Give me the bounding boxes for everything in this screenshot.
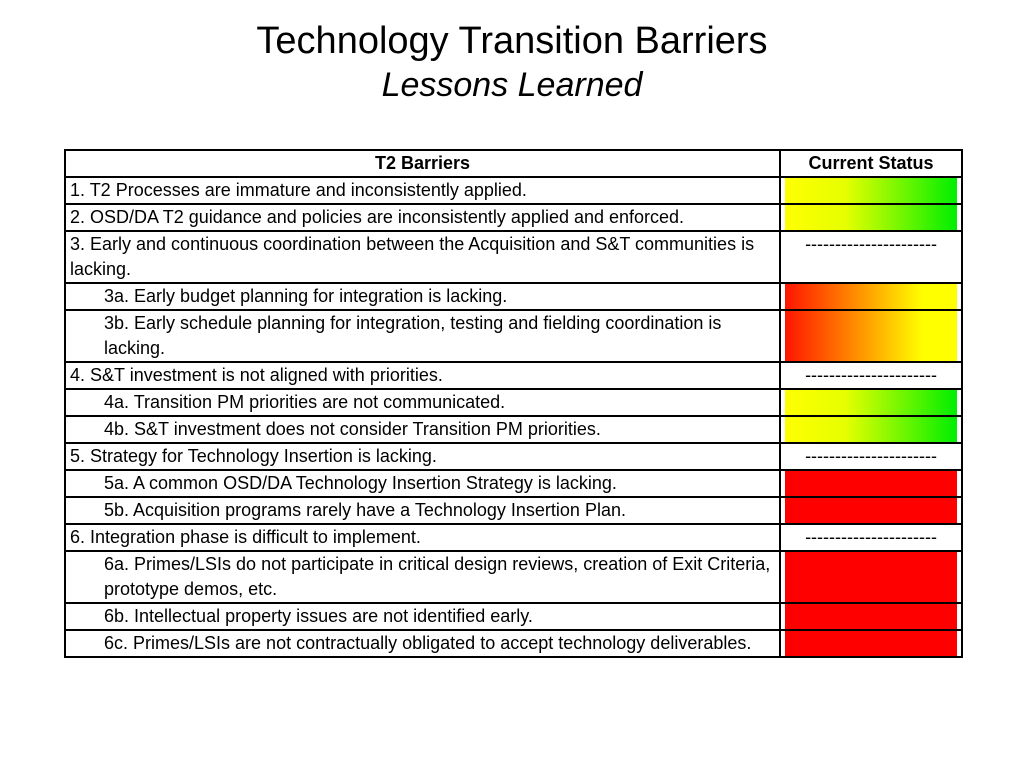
- status-indicator-yellow-green: [779, 176, 963, 205]
- status-indicator-red: [779, 469, 963, 498]
- header-barriers: T2 Barriers: [64, 149, 781, 178]
- status-indicator-red-yellow: [779, 309, 963, 363]
- status-indicator-yellow-green: [779, 388, 963, 417]
- barrier-text: 4b. S&T investment does not consider Tra…: [64, 415, 781, 444]
- status-fill: [785, 604, 957, 629]
- status-dash: ----------------------: [779, 442, 963, 471]
- status-fill: [785, 284, 957, 309]
- barrier-text: 1. T2 Processes are immature and inconsi…: [64, 176, 781, 205]
- table-row: 6a. Primes/LSIs do not participate in cr…: [64, 550, 963, 604]
- barrier-text: 3. Early and continuous coordination bet…: [64, 230, 781, 284]
- status-indicator-yellow-green: [779, 203, 963, 232]
- status-indicator-yellow-green: [779, 415, 963, 444]
- table-body: 1. T2 Processes are immature and inconsi…: [64, 176, 963, 658]
- barrier-text: 4a. Transition PM priorities are not com…: [64, 388, 781, 417]
- status-dash: ----------------------: [779, 230, 963, 284]
- status-fill: [785, 552, 957, 602]
- barrier-text: 3b. Early schedule planning for integrat…: [64, 309, 781, 363]
- table-row: 3b. Early schedule planning for integrat…: [64, 309, 963, 363]
- table-row: 2. OSD/DA T2 guidance and policies are i…: [64, 203, 963, 232]
- page-title: Technology Transition Barriers: [256, 20, 768, 62]
- table-row: 3a. Early budget planning for integratio…: [64, 282, 963, 311]
- status-fill: [785, 631, 957, 656]
- status-indicator-red: [779, 629, 963, 658]
- status-fill: [785, 205, 957, 230]
- barrier-text: 5b. Acquisition programs rarely have a T…: [64, 496, 781, 525]
- barrier-text: 5. Strategy for Technology Insertion is …: [64, 442, 781, 471]
- status-indicator-red-yellow: [779, 282, 963, 311]
- table-header-row: T2 Barriers Current Status: [64, 149, 963, 178]
- status-dash: ----------------------: [779, 523, 963, 552]
- table-row: 1. T2 Processes are immature and inconsi…: [64, 176, 963, 205]
- status-indicator-red: [779, 550, 963, 604]
- barrier-text: 6b. Intellectual property issues are not…: [64, 602, 781, 631]
- table-row: 4b. S&T investment does not consider Tra…: [64, 415, 963, 444]
- table-row: 4a. Transition PM priorities are not com…: [64, 388, 963, 417]
- status-indicator-red: [779, 602, 963, 631]
- status-fill: [785, 390, 957, 415]
- barriers-table: T2 Barriers Current Status 1. T2 Process…: [64, 149, 963, 658]
- table-row: 5a. A common OSD/DA Technology Insertion…: [64, 469, 963, 498]
- status-fill: [785, 498, 957, 523]
- page-subtitle: Lessons Learned: [381, 66, 643, 104]
- title-block: Technology Transition Barriers Lessons L…: [0, 18, 1024, 106]
- status-dash: ----------------------: [779, 361, 963, 390]
- table-row: 6b. Intellectual property issues are not…: [64, 602, 963, 631]
- header-current-status: Current Status: [779, 149, 963, 178]
- barrier-text: 4. S&T investment is not aligned with pr…: [64, 361, 781, 390]
- barrier-text: 6. Integration phase is difficult to imp…: [64, 523, 781, 552]
- table-row: 5b. Acquisition programs rarely have a T…: [64, 496, 963, 525]
- barrier-text: 6a. Primes/LSIs do not participate in cr…: [64, 550, 781, 604]
- table-row: 6c. Primes/LSIs are not contractually ob…: [64, 629, 963, 658]
- barrier-text: 5a. A common OSD/DA Technology Insertion…: [64, 469, 781, 498]
- status-fill: [785, 311, 957, 361]
- table-row: 3. Early and continuous coordination bet…: [64, 230, 963, 284]
- table-row: 4. S&T investment is not aligned with pr…: [64, 361, 963, 390]
- status-indicator-red: [779, 496, 963, 525]
- table-row: 5. Strategy for Technology Insertion is …: [64, 442, 963, 471]
- barrier-text: 3a. Early budget planning for integratio…: [64, 282, 781, 311]
- barrier-text: 6c. Primes/LSIs are not contractually ob…: [64, 629, 781, 658]
- status-fill: [785, 417, 957, 442]
- table-row: 6. Integration phase is difficult to imp…: [64, 523, 963, 552]
- status-fill: [785, 178, 957, 203]
- barrier-text: 2. OSD/DA T2 guidance and policies are i…: [64, 203, 781, 232]
- status-fill: [785, 471, 957, 496]
